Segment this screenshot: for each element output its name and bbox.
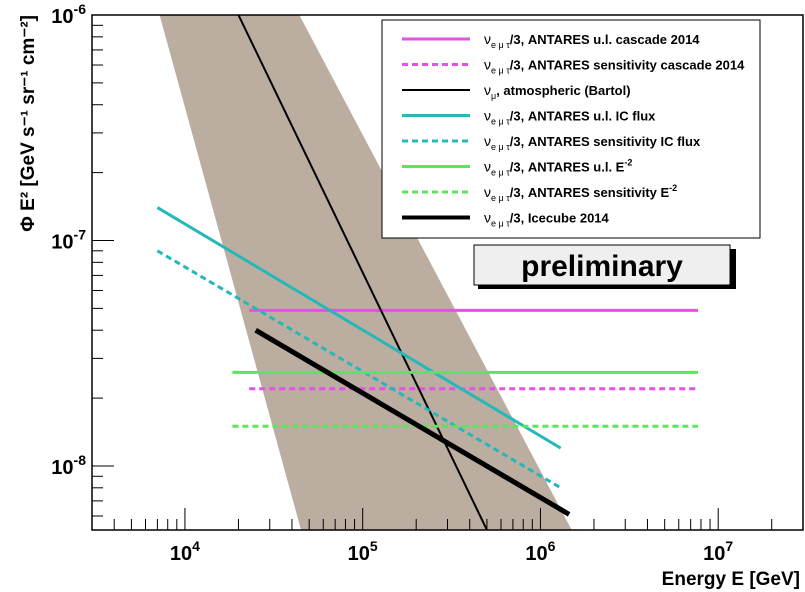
legend-label-5: νe μ τ/3, ANTARES sensitivity IC flux <box>484 133 701 152</box>
series-line-5 <box>156 249 562 490</box>
preliminary-text: preliminary <box>521 250 683 283</box>
legend-box <box>381 19 761 239</box>
legend-label-4: νe μ τ/3, ANTARES u.l. IC flux <box>484 108 656 127</box>
legend-label-1: νe μ τ/3, ANTARES u.l. cascade 2014 <box>484 31 700 50</box>
legend-label-8: νe μ τ/3, Icecube 2014 <box>484 210 610 229</box>
x-tick-label: 105 <box>348 538 378 565</box>
legend-label-2: νe μ τ/3, ANTARES sensitivity cascade 20… <box>484 57 745 76</box>
x-tick-label: 107 <box>703 538 733 565</box>
x-axis-title: Energy E [GeV] <box>662 569 800 590</box>
series-line-4 <box>156 206 562 450</box>
x-tick-label: 106 <box>525 538 555 565</box>
legend-label-3: νμ, atmospheric (Bartol) <box>484 82 631 101</box>
y-axis-title: Φ E² [GeV s⁻¹ sr⁻¹ cm⁻²] <box>18 15 39 232</box>
preliminary-box <box>473 244 731 286</box>
x-tick-label: 104 <box>170 538 200 565</box>
legend: νe μ τ/3, ANTARES u.l. cascade 2014 νe μ … <box>381 19 761 239</box>
y-tick-label: 10-6 <box>51 1 86 28</box>
atmospheric-uncertainty-band <box>159 15 572 530</box>
legend-label-6: νe μ τ/3, ANTARES u.l. E-2 <box>484 158 632 178</box>
series-line-8 <box>254 328 571 517</box>
legend-label-7: νe μ τ/3, ANTARES sensitivity E-2 <box>484 183 677 203</box>
preliminary-label: preliminary <box>473 244 736 289</box>
y-tick-label: 10-8 <box>51 452 86 479</box>
y-tick-label: 10-7 <box>51 226 86 253</box>
